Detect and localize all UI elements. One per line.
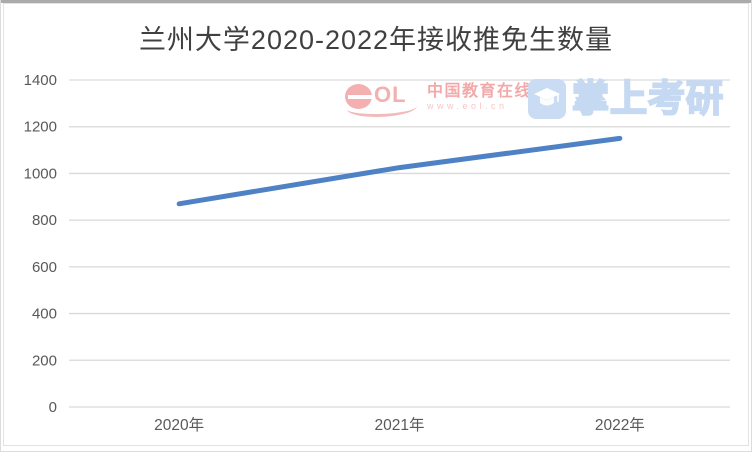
y-tick-label: 1200 xyxy=(24,119,57,136)
eol-site-url: www.eol.cn xyxy=(427,101,508,111)
watermark-zhangshang-kaoyan: 掌上考研 xyxy=(528,78,724,120)
x-tick-label: 2022年 xyxy=(595,416,645,434)
watermark-eol: OL 中国教育在线 www.eol.cn xyxy=(345,82,532,118)
eol-site-name: 中国教育在线 xyxy=(427,83,533,100)
y-tick-label: 1000 xyxy=(24,165,57,182)
x-tick-label: 2020年 xyxy=(154,416,204,434)
eol-logo-icon: OL xyxy=(345,82,419,118)
y-tick-label: 1400 xyxy=(24,72,57,89)
eol-swoosh-icon xyxy=(347,98,417,117)
data-line-series xyxy=(176,135,623,207)
eol-text-block: 中国教育在线 www.eol.cn xyxy=(427,83,532,112)
y-tick-label: 0 xyxy=(49,399,57,416)
chart-title: 兰州大学2020-2022年接收推免生数量 xyxy=(138,25,614,55)
y-tick-label: 600 xyxy=(32,259,57,276)
y-tick-label: 200 xyxy=(32,352,57,369)
graduation-cap-glyph xyxy=(534,88,560,106)
zhangshang-kaoyan-label: 掌上考研 xyxy=(571,78,724,120)
x-tick-label: 2021年 xyxy=(375,416,425,434)
y-tick-label: 400 xyxy=(32,306,57,323)
window-top-edge xyxy=(1,0,751,3)
graduation-cap-icon xyxy=(528,79,566,119)
y-tick-label: 800 xyxy=(32,212,57,229)
